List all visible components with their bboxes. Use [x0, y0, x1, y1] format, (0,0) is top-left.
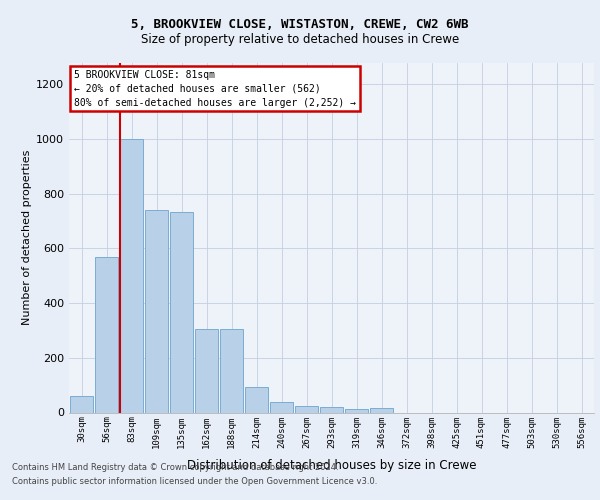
Bar: [70, 396, 93, 412]
Bar: [120, 139, 143, 412]
Bar: [295, 406, 318, 412]
Bar: [245, 386, 268, 412]
Bar: [320, 407, 343, 412]
Y-axis label: Number of detached properties: Number of detached properties: [22, 150, 32, 325]
Bar: [370, 408, 393, 412]
Bar: [195, 329, 218, 412]
X-axis label: Distribution of detached houses by size in Crewe: Distribution of detached houses by size …: [187, 458, 476, 471]
Text: Size of property relative to detached houses in Crewe: Size of property relative to detached ho…: [141, 32, 459, 46]
Text: 5 BROOKVIEW CLOSE: 81sqm
← 20% of detached houses are smaller (562)
80% of semi-: 5 BROOKVIEW CLOSE: 81sqm ← 20% of detach…: [74, 70, 356, 108]
Bar: [170, 212, 193, 412]
Text: 5, BROOKVIEW CLOSE, WISTASTON, CREWE, CW2 6WB: 5, BROOKVIEW CLOSE, WISTASTON, CREWE, CW…: [131, 18, 469, 30]
Bar: [220, 329, 243, 412]
Bar: [345, 409, 368, 412]
Bar: [145, 210, 168, 412]
Bar: [270, 402, 293, 412]
Bar: [95, 256, 118, 412]
Text: Contains HM Land Registry data © Crown copyright and database right 2024.: Contains HM Land Registry data © Crown c…: [12, 462, 338, 471]
Text: Contains public sector information licensed under the Open Government Licence v3: Contains public sector information licen…: [12, 478, 377, 486]
